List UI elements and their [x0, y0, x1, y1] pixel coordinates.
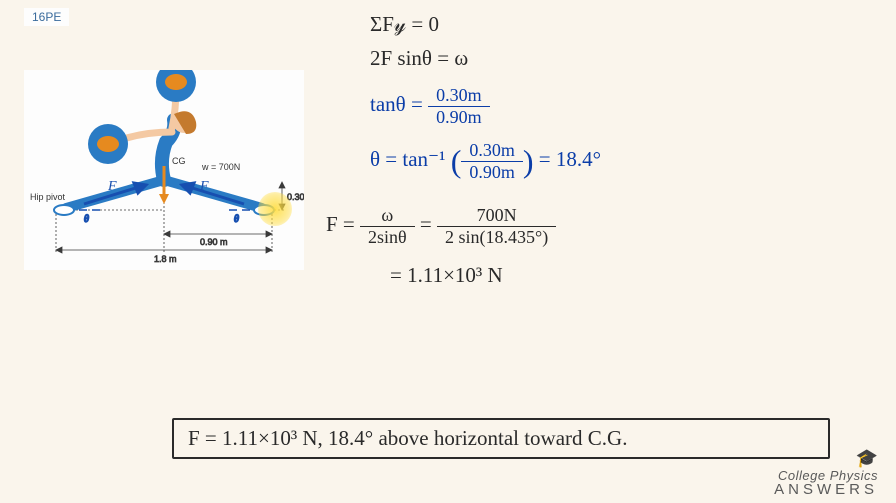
eq-sum-fy: ΣF𝓎 = 0: [370, 12, 876, 36]
force-f-right: F: [199, 179, 209, 194]
tan-den: 0.90m: [428, 107, 490, 127]
F-den1: 2sinθ: [360, 227, 415, 247]
eq-2fsin: 2F sinθ = ω: [370, 46, 876, 70]
theta-result: = 18.4°: [539, 147, 601, 171]
theta-lhs: θ = tan⁻¹: [370, 147, 445, 171]
theta-num: 0.30m: [461, 141, 523, 162]
logo-line2: ANSWERS: [774, 482, 878, 497]
tan-lhs: tanθ =: [370, 92, 428, 116]
eq-theta: θ = tan⁻¹ ( 0.30m 0.90m ) = 18.4°: [370, 141, 876, 182]
cheerleader-diagram: 1.8 m 0.90 m 0.30 m: [24, 70, 304, 270]
F-num2: 700N: [437, 206, 556, 227]
weight-label: w = 700N: [201, 162, 240, 172]
F-eq: =: [420, 212, 437, 236]
F-den2: 2 sin(18.435°): [437, 227, 556, 247]
theta-den: 0.90m: [461, 162, 523, 182]
equations-block: ΣF𝓎 = 0 2F sinθ = ω tanθ = 0.30m 0.90m θ…: [370, 12, 876, 297]
F-num1: ω: [360, 206, 415, 227]
F-lhs: F =: [326, 212, 360, 236]
eq-tan: tanθ = 0.30m 0.90m: [370, 86, 876, 127]
svg-text:θ: θ: [234, 214, 239, 225]
brand-logo: 🎓 College Physics ANSWERS: [774, 449, 878, 497]
svg-text:θ: θ: [84, 214, 89, 225]
F-result: = 1.11×10³ N: [390, 263, 876, 287]
grad-cap-icon: 🎓: [774, 449, 878, 467]
tan-num: 0.30m: [428, 86, 490, 107]
answer-box: F = 1.11×10³ N, 18.4° above horizontal t…: [172, 418, 830, 459]
hip-pivot-label: Hip pivot: [30, 192, 66, 202]
highlight-dot: [258, 192, 292, 226]
cg-label: CG: [172, 156, 186, 166]
force-f-left: F: [107, 179, 117, 194]
answer-text: F = 1.11×10³ N, 18.4° above horizontal t…: [188, 426, 627, 450]
dim-18: 1.8 m: [154, 254, 177, 264]
problem-label: 16PE: [24, 8, 69, 26]
dim-090: 0.90 m: [200, 237, 228, 247]
eq-F: F = ω 2sinθ = 700N 2 sin(18.435°): [326, 206, 876, 247]
